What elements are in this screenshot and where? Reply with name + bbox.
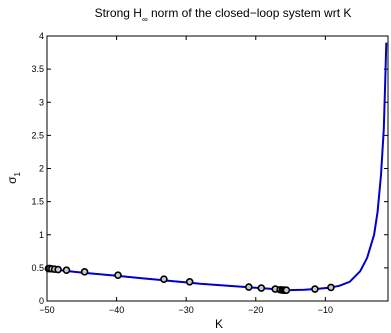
chart-title-subscript: ∞: [142, 15, 148, 24]
y-tick-label: 4: [39, 31, 44, 41]
axis-tick-labels: −50 −40 −30 −20 −10 0 0.5 1 1.5 2 2.5 3 3.5 4: [31, 31, 333, 315]
y-tick-label: 3.5: [31, 64, 44, 74]
data-point-marker: [114, 271, 122, 279]
data-point-marker: [160, 275, 168, 283]
x-tick-label: −50: [39, 305, 54, 315]
data-point-marker: [80, 268, 89, 276]
x-axis-label: K: [215, 317, 223, 331]
data-point-marker: [62, 266, 71, 274]
x-tick-label: −30: [179, 305, 194, 315]
y-tick-label: 2: [39, 164, 44, 174]
y-tick-label: 0.5: [31, 263, 44, 273]
y-tick-label: 2.5: [31, 130, 44, 140]
y-tick-label: 1.5: [31, 197, 44, 207]
chart-title-rest: norm of the closed−loop system wrt K: [148, 6, 352, 20]
data-point-marker: [311, 285, 319, 293]
data-point-marker: [185, 277, 194, 286]
data-point-marker: [282, 286, 291, 295]
x-tick-label: −10: [318, 305, 333, 315]
y-tick-label: 0: [39, 296, 44, 306]
y-axis-label-subscript: 1: [13, 172, 22, 177]
y-axis-label-main: σ: [5, 176, 19, 184]
data-point-marker: [245, 283, 253, 291]
y-tick-label: 3: [39, 97, 44, 107]
axes-box: [46, 35, 389, 302]
series-line: [46, 42, 388, 292]
x-tick-label: −20: [248, 305, 263, 315]
series-layer: [44, 42, 388, 295]
axis-ticks: [46, 35, 388, 302]
data-point-marker: [257, 284, 266, 292]
data-point-marker: [54, 265, 62, 274]
chart-title-main: Strong H: [95, 6, 142, 20]
y-axis-label: σ1: [5, 172, 22, 184]
x-tick-label: −40: [109, 305, 124, 315]
chart-title: Strong H∞ norm of the closed−loop system…: [95, 6, 352, 24]
data-point-marker: [327, 283, 335, 292]
y-tick-label: 1: [39, 230, 44, 240]
